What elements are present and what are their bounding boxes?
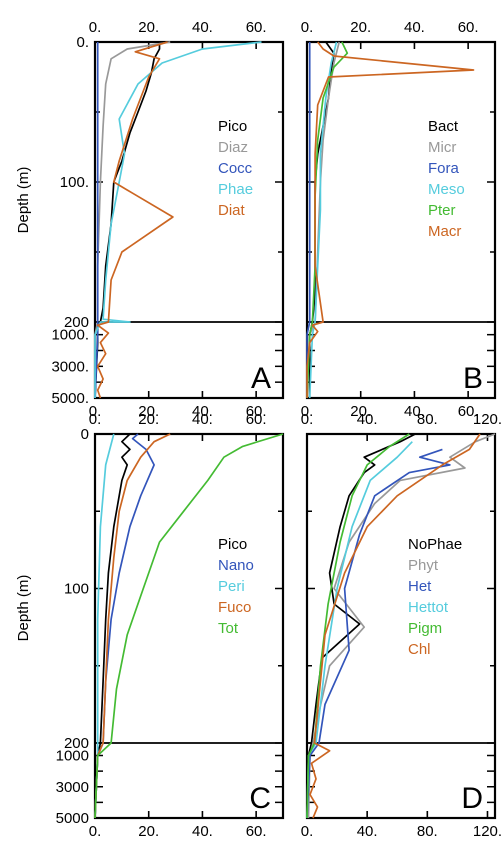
legend-entry-pico: Pico: [218, 118, 247, 135]
legend-entry-hettot: Hettot: [408, 599, 449, 616]
y-tick-label: 5000.: [51, 390, 89, 407]
series-line-pter: [306, 41, 349, 399]
x-tick-label-bottom: 20.: [138, 403, 159, 420]
x-tick-label-top: 40.: [404, 19, 425, 36]
series-line-fuco: [94, 433, 171, 819]
y-tick-label: 200: [64, 735, 89, 752]
legend-entry-pter: Pter: [428, 202, 456, 219]
series-line-tot: [94, 433, 284, 819]
series-line-hettot: [306, 441, 413, 819]
panel-letter: C: [249, 782, 271, 815]
panel-d: 0. 0. 40. 40. 80. 80. 120. 120. NoPhae Phyt Het Het…: [301, 411, 501, 840]
panel-frame: [305, 40, 497, 400]
y-tick-label: 0.: [76, 34, 89, 51]
legend-entry-nano: Nano: [218, 557, 254, 574]
y-tick-label: 200: [64, 314, 89, 331]
legend-entry-phae: Phae: [218, 181, 253, 198]
series-line-meso: [308, 41, 338, 399]
x-tick-label-top: 0.: [301, 19, 314, 36]
legend-entry-chl: Chl: [408, 641, 431, 658]
legend-entry-diaz: Diaz: [218, 139, 248, 156]
panel-letter: B: [463, 362, 483, 395]
x-tick-label-bottom: 40.: [357, 823, 378, 840]
x-tick-label-bottom: 0.: [89, 823, 102, 840]
series-line-diaz: [94, 41, 171, 398]
series-line-chl: [309, 433, 481, 819]
panel-letter: A: [251, 362, 271, 395]
x-tick-label-bottom: 60.: [458, 403, 479, 420]
y-tick-label: 100: [64, 581, 89, 598]
x-tick-label-top: 40.: [192, 411, 213, 428]
x-tick-label-bottom: 0.: [301, 823, 314, 840]
x-tick-label-bottom: 20.: [350, 403, 371, 420]
x-tick-label-bottom: 40.: [192, 403, 213, 420]
legend-entry-diat: Diat: [218, 202, 246, 219]
panel-frame: [93, 432, 285, 820]
series-line-fora: [306, 42, 311, 398]
x-tick-label-bottom: 20.: [138, 823, 159, 840]
x-tick-label-top: 20.: [138, 19, 159, 36]
x-tick-label-top: 60.: [458, 19, 479, 36]
legend-entry-het: Het: [408, 578, 432, 595]
x-tick-label-bottom: 120.: [473, 823, 501, 840]
legend-entry-peri: Peri: [218, 578, 245, 595]
y-axis-label: Depth (m): [15, 575, 32, 642]
legend-entry-meso: Meso: [428, 181, 465, 198]
series-line-nophae: [306, 433, 416, 819]
series-line-diat: [96, 41, 174, 399]
legend-entry-pico: Pico: [218, 536, 247, 553]
x-tick-label-bottom: 60.: [246, 403, 267, 420]
x-tick-label-bottom: 80.: [417, 823, 438, 840]
y-tick-label: 1000.: [51, 327, 89, 344]
x-tick-label-top: 0.: [89, 19, 102, 36]
x-tick-label-top: 20.: [350, 19, 371, 36]
x-tick-label-top: 60.: [246, 19, 267, 36]
panel-letter: D: [461, 782, 483, 815]
series-line-phae: [94, 41, 262, 398]
series-line-phyt: [307, 433, 496, 819]
x-tick-label-top: 120.: [473, 411, 501, 428]
series-line-pigm: [306, 433, 410, 819]
x-tick-label-bottom: 60.: [246, 823, 267, 840]
series-line-cocc: [94, 42, 99, 399]
legend-entry-fuco: Fuco: [218, 599, 251, 616]
y-tick-label: 100.: [60, 174, 89, 191]
legend-entry-pigm: Pigm: [408, 620, 442, 637]
panel-a: 0.0.20.20.40.40.60.60.0.100.2001000.3000…: [51, 19, 285, 420]
x-tick-label-bottom: 0.: [89, 403, 102, 420]
y-tick-label: 1000: [56, 748, 89, 765]
panel-frame: [93, 40, 285, 400]
x-tick-label-bottom: 40.: [404, 403, 425, 420]
panel-b: 0. 0. 20. 20. 40. 40. 60. 60. Bact Micr Fora Meso Pt…: [301, 19, 497, 420]
x-tick-label-top: 40.: [192, 19, 213, 36]
legend-entry-cocc: Cocc: [218, 160, 253, 177]
x-tick-label-top: 80.: [417, 411, 438, 428]
y-tick-label: 3000: [56, 779, 89, 796]
series-line-pico: [94, 433, 131, 819]
legend-entry-macr: Macr: [428, 223, 461, 240]
legend-entry-tot: Tot: [218, 620, 239, 637]
x-tick-label-top: 20.: [138, 411, 159, 428]
y-tick-label: 5000: [56, 810, 89, 827]
legend-entry-phyt: Phyt: [408, 557, 439, 574]
x-tick-label-bottom: 0.: [301, 403, 314, 420]
y-axis-label: Depth (m): [15, 167, 32, 234]
x-tick-label-top: 0.: [301, 411, 314, 428]
legend-entry-bact: Bact: [428, 118, 459, 135]
series-line-macr: [306, 41, 475, 398]
x-tick-label-bottom: 40.: [192, 823, 213, 840]
y-tick-label: 3000.: [51, 358, 89, 375]
legend-entry-fora: Fora: [428, 160, 460, 177]
panel-frame: [305, 432, 497, 820]
legend-entry-nophae: NoPhae: [408, 536, 462, 553]
y-tick-label: 0: [81, 426, 89, 443]
legend-entry-micr: Micr: [428, 139, 456, 156]
x-tick-label-top: 40.: [357, 411, 378, 428]
x-tick-label-top: 60.: [246, 411, 267, 428]
x-tick-label-top: 0.: [89, 411, 102, 428]
